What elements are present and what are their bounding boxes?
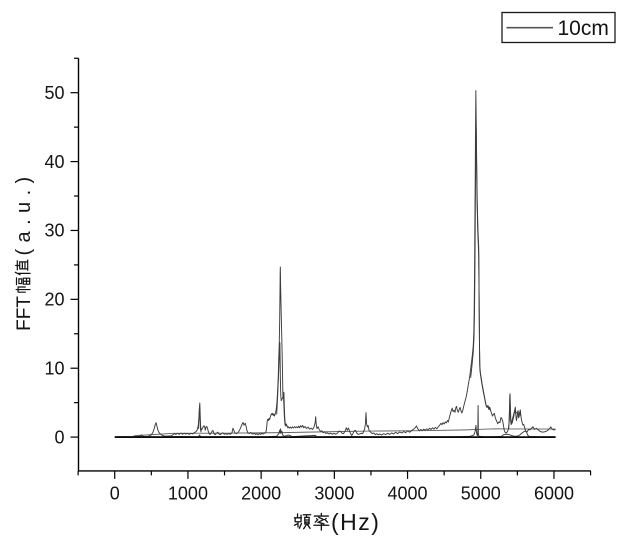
svg-text:40: 40 — [44, 152, 64, 172]
svg-text:(a.u.): (a.u.) — [13, 170, 35, 255]
svg-text:FFT: FFT — [14, 296, 35, 331]
svg-text:2000: 2000 — [241, 484, 281, 504]
svg-text:0: 0 — [54, 427, 64, 447]
svg-text:10cm: 10cm — [558, 17, 609, 40]
svg-text:1000: 1000 — [168, 484, 208, 504]
svg-text:4000: 4000 — [388, 484, 428, 504]
svg-text:5000: 5000 — [461, 484, 501, 504]
svg-text:20: 20 — [44, 290, 64, 310]
svg-text:0: 0 — [110, 484, 120, 504]
svg-text:6000: 6000 — [534, 484, 574, 504]
svg-text:10: 10 — [44, 358, 64, 378]
svg-text:(Hz): (Hz) — [331, 509, 380, 535]
svg-text:3000: 3000 — [314, 484, 354, 504]
svg-text:30: 30 — [44, 221, 64, 241]
svg-text:50: 50 — [44, 83, 64, 103]
